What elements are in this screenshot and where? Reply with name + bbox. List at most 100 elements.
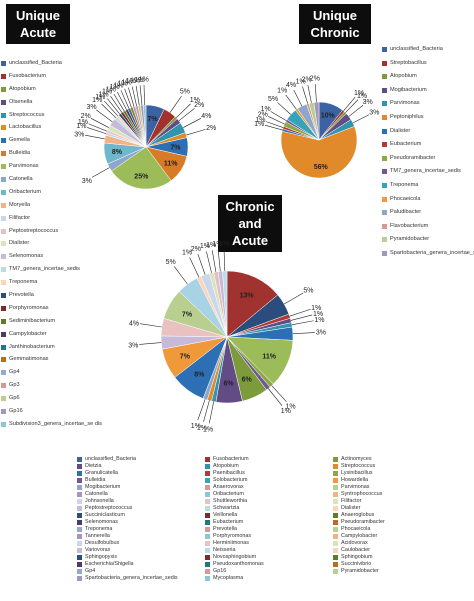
legend-bottom-item: Schwartzia — [205, 505, 333, 512]
leader-line — [124, 88, 132, 108]
legend-swatch — [205, 520, 210, 525]
leader-line — [135, 85, 140, 106]
leader-line — [101, 103, 117, 118]
legend-swatch — [77, 471, 82, 476]
legend-label: Gp16 — [213, 568, 227, 574]
legend-bottom-item: Sphingobium — [333, 554, 461, 561]
leader-line — [206, 251, 212, 273]
legend-bottom-item: Pseudoramibacter — [333, 519, 461, 526]
legend-label: Treponema — [9, 279, 38, 286]
legend-bottom-item: Solobacterium — [205, 477, 333, 484]
legend-swatch — [77, 499, 82, 504]
legend-label: Novosphingobium — [213, 554, 257, 560]
data-label: 1% — [99, 91, 109, 98]
legend-bottom-item: Selenomonas — [77, 519, 205, 526]
leader-line — [285, 94, 297, 110]
legend-swatch — [382, 128, 387, 134]
legend-bottom-item: Dialister — [333, 505, 461, 512]
legend-label: Parvimonas — [341, 484, 370, 490]
legend-label: Dialister — [390, 127, 411, 134]
data-label: 1% — [109, 84, 119, 91]
legend-swatch — [1, 331, 6, 337]
legend-bottom-item: Veillonella — [205, 512, 333, 519]
legend-chronic-item: Streptobacillus — [382, 60, 474, 74]
legend-label: Janthinobacterium — [9, 343, 55, 350]
legend-label: Gp16 — [9, 408, 23, 415]
leader-line — [217, 249, 221, 272]
data-label: 1% — [286, 404, 296, 411]
legend-swatch — [333, 520, 338, 525]
legend-swatch — [205, 513, 210, 518]
legend-label: Gp4 — [85, 568, 96, 574]
leader-line — [302, 86, 309, 104]
leader-line — [110, 95, 123, 113]
legend-acute-item: Fusobacterium — [1, 73, 79, 86]
legend-label: Atopobium — [9, 85, 36, 92]
data-label: 1% — [277, 88, 287, 95]
legend-label: Gp4 — [9, 369, 20, 376]
data-label: 1% — [261, 106, 271, 113]
legend-swatch — [77, 534, 82, 539]
legend-swatch — [205, 464, 210, 469]
title-chronic-acute: Chronic and Acute — [218, 195, 282, 252]
data-label: 56% — [314, 164, 329, 171]
legend-label: Dietzia — [85, 463, 102, 469]
leader-line — [120, 90, 130, 109]
data-label: 3% — [86, 104, 96, 111]
legend-swatch — [1, 344, 6, 350]
legend-label: unclassified_Bacteria — [390, 46, 443, 52]
legend-label: Johnsonella — [85, 498, 114, 504]
data-label: 1% — [134, 77, 144, 84]
legend-swatch — [382, 210, 387, 216]
legend-swatch — [1, 293, 6, 299]
legend-label: Oribacterium — [9, 188, 42, 195]
legend-chronic-item: TM7_genera_incertae_sedis — [382, 168, 474, 182]
legend-swatch — [333, 485, 338, 490]
legend-swatch — [1, 318, 6, 324]
leader-line — [197, 253, 206, 275]
legend-swatch — [77, 457, 82, 462]
legend-bottom-item: Bulleidia — [77, 477, 205, 484]
legend-label: Pseudoramibacter — [390, 154, 436, 161]
legend-bottom-item: Gp16 — [205, 568, 333, 575]
legend-swatch — [1, 370, 6, 376]
legend-acute-item: Janthinobacterium — [1, 344, 79, 357]
data-label: 2% — [206, 125, 216, 132]
legend-acute-item: Oribacterium — [1, 189, 79, 202]
leader-line — [352, 114, 370, 124]
legend-label: Dialister — [9, 240, 30, 247]
legend-swatch — [382, 223, 387, 229]
legend-swatch — [77, 492, 82, 497]
legend-label: Granulicatella — [85, 470, 118, 476]
legend-label: Selenomonas — [9, 253, 44, 260]
legend-swatch — [1, 177, 6, 183]
legend-swatch — [1, 189, 6, 195]
legend-bottom-item: Succinivibrio — [333, 561, 461, 568]
leader-line — [143, 85, 145, 106]
leader-line — [139, 85, 143, 106]
legend-label: Olsenella — [9, 98, 33, 105]
legend-acute-item: Moryella — [1, 202, 79, 215]
legend-acute-item: Filifactor — [1, 215, 79, 228]
legend-bottom-item: Dietzia — [77, 463, 205, 470]
legend-label: Fusobacterium — [213, 456, 249, 462]
title-line: Acute — [231, 233, 269, 248]
legend-swatch — [382, 237, 387, 243]
legend-acute-item: Atopobium — [1, 86, 79, 99]
legend-swatch — [205, 471, 210, 476]
data-label: 7% — [170, 145, 181, 152]
legend-chronic-item: Treponema — [382, 182, 474, 196]
data-label: 7% — [182, 311, 193, 318]
legend-bottom-item: Prevotella — [205, 526, 333, 533]
legend-label: Phocaeicola — [341, 526, 371, 532]
data-label: 3% — [74, 132, 84, 139]
legend-label: Fusobacterium — [9, 72, 46, 79]
leader-line — [291, 320, 314, 326]
data-label: 6% — [242, 376, 253, 383]
legend-label: Streptococcus — [341, 463, 376, 469]
data-label: 2% — [302, 77, 312, 84]
title-line: Chronic — [310, 25, 360, 40]
legend-swatch — [1, 215, 6, 221]
legend-swatch — [205, 457, 210, 462]
legend-label: Selenomonas — [85, 519, 118, 525]
